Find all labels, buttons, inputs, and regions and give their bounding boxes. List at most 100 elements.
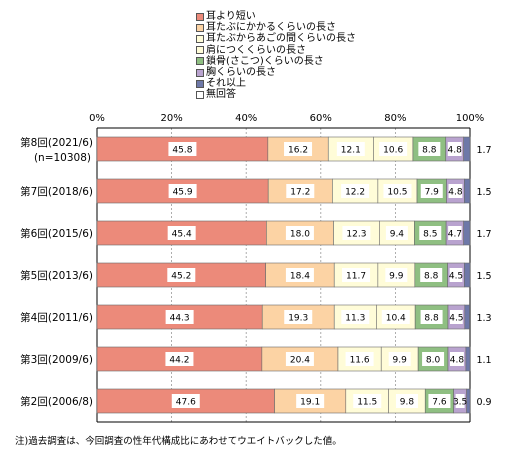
legend-swatch — [196, 91, 204, 100]
data-label-box — [296, 394, 325, 408]
data-label-box — [341, 184, 370, 198]
data-label-box — [341, 310, 370, 324]
data-label: 12.1 — [341, 146, 361, 156]
data-label: 4.8 — [448, 146, 463, 156]
data-label-box — [383, 184, 412, 198]
data-label: 7.9 — [425, 188, 440, 198]
data-label: 1.1 — [476, 355, 491, 366]
legend-label: それ以上 — [206, 78, 246, 90]
data-label: 44.3 — [170, 314, 190, 324]
bar-segment — [333, 304, 377, 330]
data-label: 1.5 — [476, 187, 491, 198]
data-label: 12.3 — [346, 230, 366, 240]
data-label: 18.0 — [290, 230, 310, 240]
data-label-box — [418, 142, 441, 156]
chart-legend: 耳より短い 耳たぶにかかるくらいの長さ 耳たぶからあごの間くらいの長さ 肩につく… — [196, 11, 356, 101]
legend-label: 耳たぶからあごの間くらいの長さ — [206, 33, 356, 45]
data-label-box — [168, 184, 197, 198]
legend-swatch — [196, 46, 204, 55]
data-label: 45.8 — [172, 146, 192, 156]
legend-item: 耳より短い — [196, 11, 356, 22]
data-label-box — [448, 184, 463, 198]
data-label: 10.4 — [386, 314, 406, 324]
data-label: 4.7 — [448, 230, 462, 240]
data-label: 7.6 — [432, 398, 447, 408]
data-label-box — [449, 310, 463, 324]
data-label-box — [342, 268, 371, 282]
data-label-box — [171, 394, 200, 408]
data-label: 4.8 — [450, 356, 465, 366]
data-label: 9.8 — [400, 398, 415, 408]
bar-segment — [465, 346, 471, 372]
data-label: 4.8 — [448, 188, 463, 198]
legend-label: 肩につくくらいの長さ — [206, 44, 306, 56]
data-label-box — [455, 394, 465, 408]
x-tick-label: 20% — [160, 113, 182, 124]
data-label-box — [420, 310, 443, 324]
bar-segment — [464, 178, 471, 204]
category-label: 第7回(2018/6) — [20, 185, 93, 198]
data-label-box — [448, 226, 462, 240]
data-label-box — [449, 352, 464, 366]
legend-label: 鎖骨(さこつ)くらいの長さ — [206, 55, 324, 67]
x-tick-label: 100% — [456, 113, 485, 124]
data-label: 8.8 — [422, 146, 437, 156]
data-label-box — [449, 268, 463, 282]
category-label: 第2回(2006/8) — [20, 395, 93, 408]
x-tick-label: 80% — [384, 113, 406, 124]
category-label: 第6回(2015/6) — [20, 227, 93, 240]
bar-segment — [464, 262, 471, 288]
data-label-box — [420, 184, 443, 198]
data-label: 4.5 — [449, 272, 463, 282]
legend-item: 鎖骨(さこつ)くらいの長さ — [196, 56, 356, 67]
legend-swatch — [196, 68, 204, 77]
bar-segment — [463, 220, 471, 246]
data-label-box — [420, 268, 443, 282]
data-label-box — [345, 352, 374, 366]
data-label: 9.9 — [389, 272, 404, 282]
legend-item: 肩につくくらいの長さ — [196, 45, 356, 56]
legend-item: それ以上 — [196, 78, 356, 89]
x-tick-label: 40% — [235, 113, 257, 124]
data-label: 44.2 — [169, 356, 189, 366]
data-label: 1.5 — [476, 271, 491, 282]
data-label: 12.2 — [345, 188, 365, 198]
data-label: 10.6 — [383, 146, 403, 156]
data-label-box — [167, 268, 196, 282]
data-label-box — [285, 268, 314, 282]
legend-label: 無回答 — [206, 89, 236, 101]
data-label-box — [388, 352, 411, 366]
data-label-box — [385, 268, 408, 282]
bar-segment — [464, 304, 470, 330]
data-label: 19.1 — [300, 398, 320, 408]
legend-swatch — [196, 12, 204, 21]
data-label: 11.3 — [345, 314, 365, 324]
legend-swatch — [196, 79, 204, 88]
data-label-box — [336, 142, 365, 156]
data-label: 20.4 — [290, 356, 310, 366]
category-label: 第3回(2009/6) — [20, 353, 93, 366]
data-label: 8.8 — [424, 314, 439, 324]
legend-item: 耳たぶからあごの間くらいの長さ — [196, 33, 356, 44]
x-tick-label: 60% — [310, 113, 332, 124]
data-label-box — [428, 394, 451, 408]
category-label: 第8回(2021/6) — [20, 136, 93, 149]
data-label: 16.2 — [288, 146, 308, 156]
x-tick-label: 0% — [89, 113, 105, 124]
data-label-box — [447, 142, 462, 156]
data-label: 18.4 — [290, 272, 310, 282]
data-label-box — [165, 310, 194, 324]
data-label: 1.7 — [476, 229, 491, 240]
data-label: 45.2 — [171, 272, 191, 282]
data-label-box — [284, 142, 313, 156]
data-label: 47.6 — [176, 398, 196, 408]
data-label-box — [285, 226, 314, 240]
data-label-box — [419, 226, 442, 240]
data-label-box — [284, 310, 313, 324]
data-label-box — [342, 226, 371, 240]
data-label: 9.4 — [390, 230, 405, 240]
data-label: 45.4 — [172, 230, 192, 240]
data-label: 11.7 — [346, 272, 366, 282]
data-label: 11.5 — [357, 398, 377, 408]
data-label-box — [165, 352, 194, 366]
